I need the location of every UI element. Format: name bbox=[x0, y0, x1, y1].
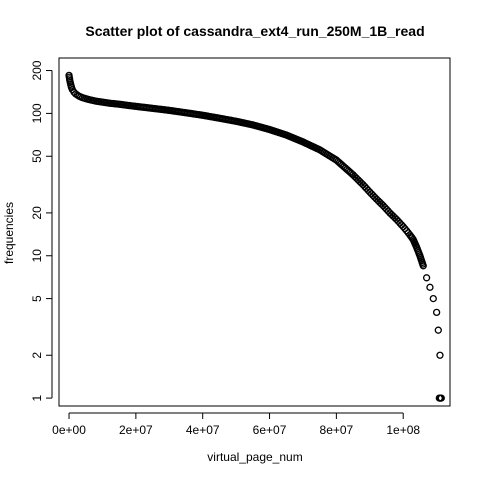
data-point bbox=[426, 283, 434, 291]
data-point bbox=[83, 95, 92, 103]
y-tick-label: 20 bbox=[30, 206, 44, 220]
data-point bbox=[65, 75, 74, 83]
y-tick-label: 200 bbox=[30, 60, 44, 80]
data-point bbox=[437, 394, 445, 402]
data-point bbox=[113, 100, 122, 108]
x-tick-label: 4e+07 bbox=[186, 423, 220, 437]
data-point bbox=[103, 99, 112, 107]
x-tick-label: 0e+00 bbox=[52, 423, 86, 437]
data-points bbox=[65, 71, 445, 402]
y-tick-label: 100 bbox=[30, 103, 44, 123]
data-point bbox=[434, 326, 442, 334]
y-tick-label: 1 bbox=[30, 394, 44, 401]
data-point bbox=[356, 177, 364, 186]
data-point bbox=[346, 168, 354, 176]
data-point bbox=[436, 351, 444, 359]
data-point bbox=[77, 93, 85, 101]
x-tick-label: 2e+07 bbox=[119, 423, 153, 437]
data-point bbox=[376, 198, 384, 207]
y-tick-label: 50 bbox=[30, 149, 44, 163]
data-point bbox=[432, 308, 441, 317]
plot-frame bbox=[58, 57, 451, 407]
chart-title: Scatter plot of cassandra_ext4_run_250M_… bbox=[85, 23, 424, 39]
data-point bbox=[66, 78, 74, 87]
y-tick-label: 5 bbox=[30, 295, 44, 302]
data-point bbox=[396, 219, 404, 227]
y-tick-label: 2 bbox=[30, 352, 44, 359]
data-point bbox=[389, 212, 397, 220]
y-axis-label: frequencies bbox=[2, 202, 16, 264]
x-tick-label: 6e+07 bbox=[253, 423, 287, 437]
data-point bbox=[382, 205, 391, 213]
data-point bbox=[90, 97, 98, 105]
y-tick-label: 10 bbox=[30, 249, 44, 263]
data-point bbox=[419, 260, 427, 268]
data-point bbox=[369, 191, 377, 200]
plot-area bbox=[58, 57, 451, 407]
x-tick-label: 1e+08 bbox=[386, 423, 420, 437]
x-axis-label: virtual_page_num bbox=[207, 450, 302, 464]
data-point bbox=[123, 101, 132, 109]
x-tick-label: 8e+07 bbox=[320, 423, 354, 437]
data-point bbox=[422, 274, 431, 282]
data-point bbox=[429, 294, 437, 303]
data-point bbox=[80, 94, 88, 102]
data-point bbox=[362, 184, 371, 193]
data-point bbox=[97, 98, 105, 106]
data-point bbox=[67, 82, 75, 90]
axes: 0e+00 2e+07 4e+07 6e+07 8e+07 1e+08 1 2 5 10 20 50 1… bbox=[30, 60, 420, 437]
